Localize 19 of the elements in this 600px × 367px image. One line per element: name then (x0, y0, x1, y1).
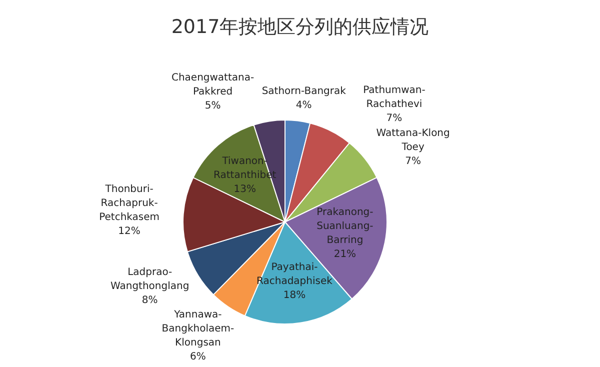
data-label: 12% (118, 226, 140, 238)
slice-label: Pathumwan-Rachathevi (363, 84, 426, 110)
slice-label: Chaengwattana-Pakkred (171, 72, 254, 98)
slice-label: Ladprao-Wangthonglang (110, 267, 190, 292)
data-label: 5% (204, 100, 221, 112)
slice-label: Yannawa-Bangkholaem-Klongsan (162, 310, 234, 349)
data-label: 21% (334, 249, 356, 260)
data-label: 4% (296, 100, 312, 111)
data-label: 7% (386, 112, 402, 124)
data-label: 8% (142, 295, 158, 306)
slice-label: Thonburi-Rachapruk-Petchkasem (99, 184, 160, 224)
data-label: 13% (234, 184, 256, 195)
slice-label: Sathorn-Bangrak (262, 86, 346, 97)
chart-title: 2017年按地区分列的供应情况 (170, 15, 430, 40)
slice-label: Wattana-Klong Toey (376, 128, 450, 153)
slice-label: Prakanong-Suanluang-Barring (316, 207, 374, 246)
data-label: 6% (190, 352, 206, 363)
data-label: 7% (405, 156, 422, 167)
data-label: 18% (283, 290, 306, 302)
